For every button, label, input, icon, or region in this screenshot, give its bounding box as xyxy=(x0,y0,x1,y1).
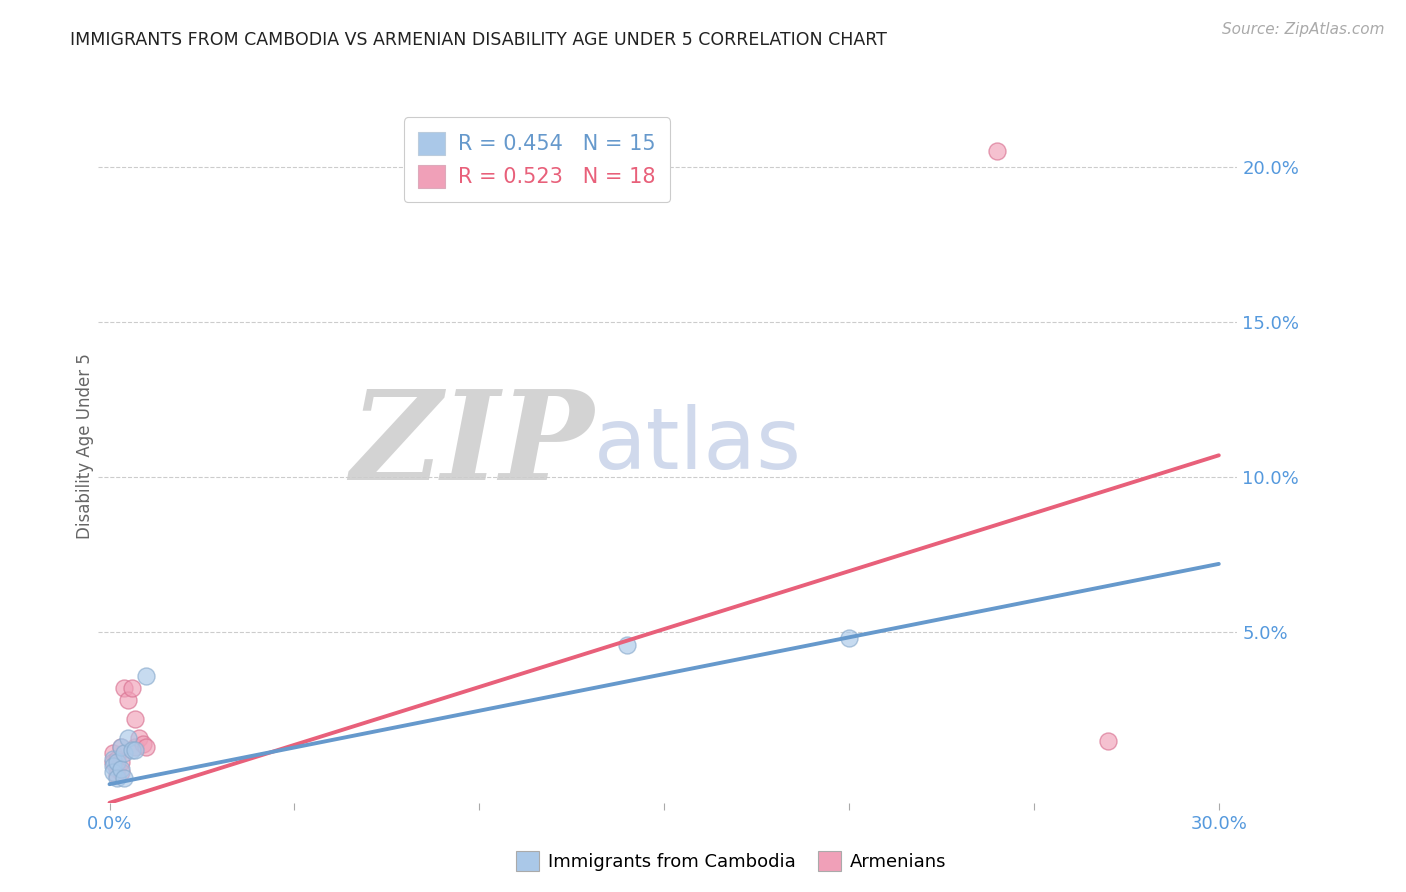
Point xyxy=(103,752,125,766)
Point xyxy=(135,739,157,754)
Point xyxy=(110,762,132,776)
Point xyxy=(105,768,128,782)
Point xyxy=(838,632,860,646)
Point xyxy=(112,746,135,760)
Legend: R = 0.454   N = 15, R = 0.523   N = 18: R = 0.454 N = 15, R = 0.523 N = 18 xyxy=(404,118,671,202)
Point xyxy=(103,758,125,772)
Point xyxy=(103,756,125,770)
Point xyxy=(135,668,157,682)
Point xyxy=(117,731,139,745)
Point xyxy=(110,764,132,779)
Point xyxy=(105,762,128,776)
Point xyxy=(110,739,132,754)
Point xyxy=(1097,733,1119,747)
Point xyxy=(121,681,143,695)
Point xyxy=(103,746,125,760)
Legend: Immigrants from Cambodia, Armenians: Immigrants from Cambodia, Armenians xyxy=(509,844,953,879)
Point xyxy=(128,731,150,745)
Point xyxy=(110,756,132,770)
Text: IMMIGRANTS FROM CAMBODIA VS ARMENIAN DISABILITY AGE UNDER 5 CORRELATION CHART: IMMIGRANTS FROM CAMBODIA VS ARMENIAN DIS… xyxy=(70,31,887,49)
Point xyxy=(117,693,139,707)
Text: ZIP: ZIP xyxy=(350,385,593,507)
Text: Source: ZipAtlas.com: Source: ZipAtlas.com xyxy=(1222,22,1385,37)
Point xyxy=(124,712,146,726)
Point xyxy=(105,771,128,785)
Point xyxy=(112,771,135,785)
Y-axis label: Disability Age Under 5: Disability Age Under 5 xyxy=(76,353,94,539)
Point xyxy=(616,638,638,652)
Point xyxy=(132,737,155,751)
Point xyxy=(105,756,128,770)
Point xyxy=(986,145,1008,159)
Point xyxy=(121,743,143,757)
Point xyxy=(103,764,125,779)
Point xyxy=(105,752,128,766)
Point xyxy=(124,743,146,757)
Text: atlas: atlas xyxy=(593,404,801,488)
Point xyxy=(124,739,146,754)
Point xyxy=(110,739,132,754)
Point xyxy=(112,681,135,695)
